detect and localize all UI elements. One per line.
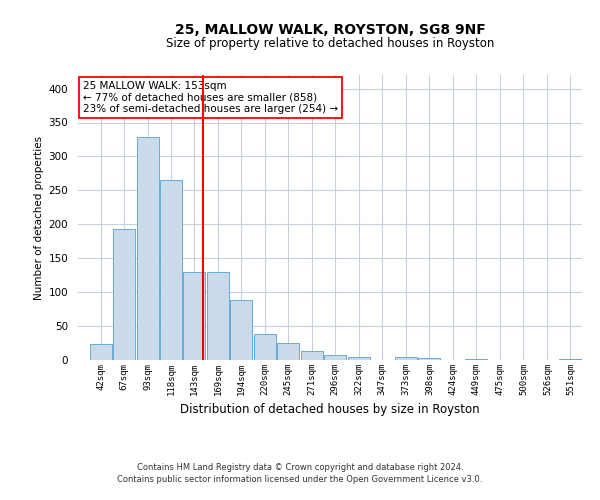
Bar (418, 358, 440, 360)
Bar (113, 229, 135, 360)
Text: Contains HM Land Registry data © Crown copyright and database right 2024.: Contains HM Land Registry data © Crown c… (137, 462, 463, 471)
Bar (324, 355, 346, 360)
Text: Size of property relative to detached houses in Royston: Size of property relative to detached ho… (166, 38, 494, 51)
Bar (183, 272, 205, 360)
Bar (559, 358, 581, 360)
Bar (466, 358, 487, 360)
Bar (230, 300, 253, 360)
Bar (348, 356, 370, 360)
Bar (395, 358, 418, 360)
Bar (160, 180, 182, 360)
X-axis label: Distribution of detached houses by size in Royston: Distribution of detached houses by size … (180, 404, 480, 416)
Bar (90, 344, 112, 360)
Bar (207, 272, 229, 360)
Bar (137, 138, 159, 360)
Bar (301, 350, 323, 360)
Text: Contains public sector information licensed under the Open Government Licence v3: Contains public sector information licen… (118, 475, 482, 484)
Bar (254, 334, 276, 360)
Y-axis label: Number of detached properties: Number of detached properties (34, 136, 44, 300)
Text: 25, MALLOW WALK, ROYSTON, SG8 9NF: 25, MALLOW WALK, ROYSTON, SG8 9NF (175, 22, 485, 36)
Text: 25 MALLOW WALK: 153sqm
← 77% of detached houses are smaller (858)
23% of semi-de: 25 MALLOW WALK: 153sqm ← 77% of detached… (83, 80, 338, 114)
Bar (277, 343, 299, 360)
